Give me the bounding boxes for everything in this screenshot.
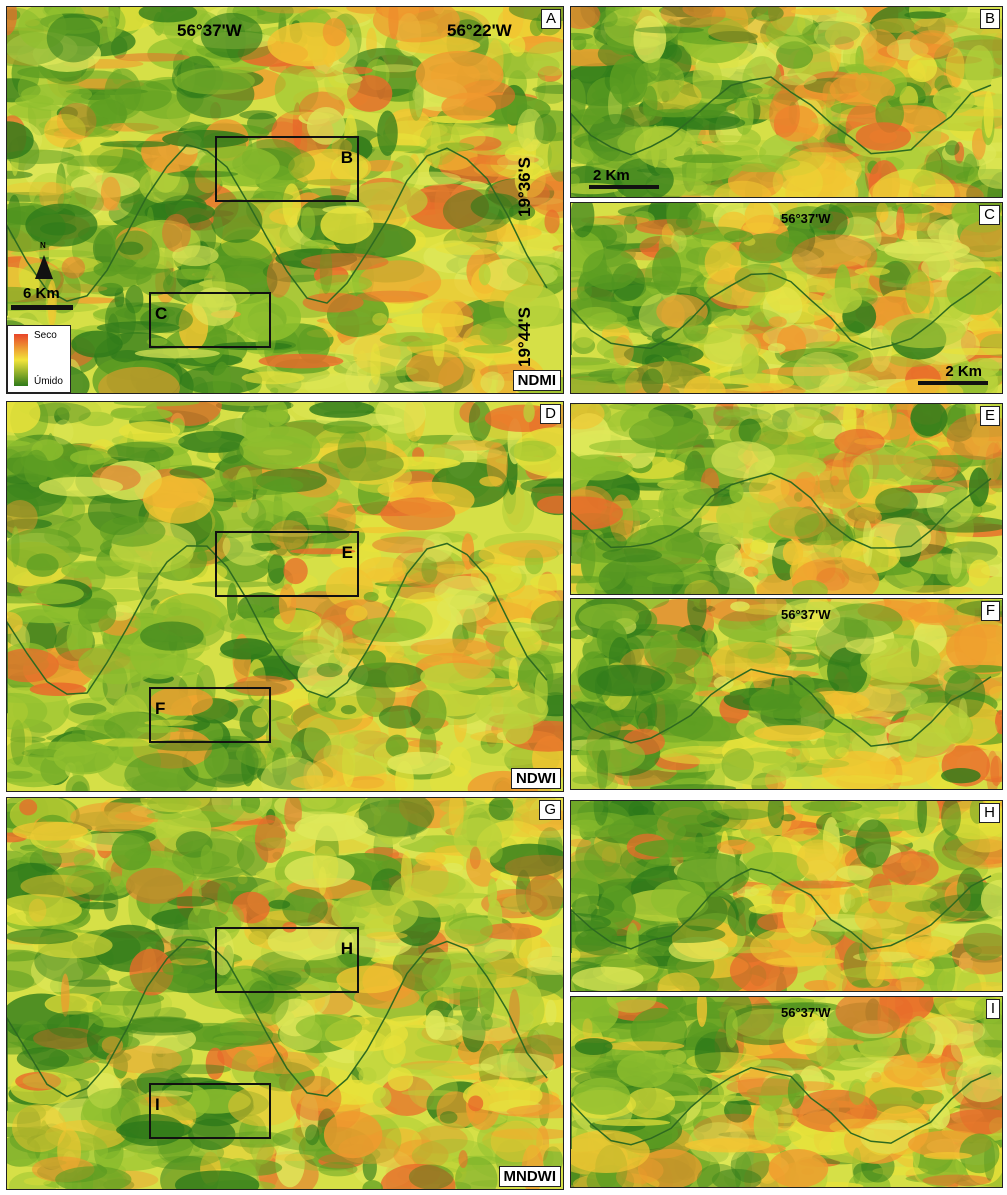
map-panel: D NDWI E F: [6, 401, 564, 792]
panel-letter: F: [980, 601, 1000, 621]
index-label: NDMI: [512, 370, 561, 391]
zoom-panel: C 56°37'W 2 Km: [570, 202, 1003, 394]
zoom-box-label: C: [155, 304, 168, 323]
map-panel: A NDMI B C 56°37'W 56°22'W 19°36'S 19°44'S N 6 Km…: [6, 6, 564, 394]
lon-label: 56°37'W: [781, 607, 831, 622]
imagery: [571, 801, 1002, 991]
legend-ramp: [14, 334, 28, 386]
zoom-panel: I 56°37'W: [570, 996, 1003, 1188]
panel-letter: H: [979, 803, 1000, 823]
north-label: N: [40, 241, 46, 250]
zoom-box-label: E: [341, 543, 353, 562]
zoom-panel: F 56°37'W: [570, 598, 1003, 790]
zoom-box-label: B: [340, 148, 353, 167]
imagery: [7, 798, 563, 1189]
zoom-box: F: [149, 687, 271, 743]
map-panel: G MNDWI H I: [6, 797, 564, 1190]
imagery: [571, 203, 1002, 393]
zoom-box: C: [149, 292, 271, 348]
panel-letter: C: [979, 205, 1000, 225]
scale-text: 6 Km: [23, 285, 60, 302]
scale-bar: [11, 305, 73, 310]
panel-letter: E: [979, 406, 1000, 426]
zoom-box: I: [149, 1083, 271, 1139]
lon-label: 56°37'W: [781, 1005, 831, 1020]
scale-bar: [918, 381, 988, 385]
zoom-panel: E: [570, 403, 1003, 595]
panel-letter: G: [539, 800, 561, 820]
lat-label: 19°36'S: [515, 157, 534, 217]
lat-label: 19°44'S: [515, 307, 534, 367]
legend-low: Úmido: [34, 376, 63, 387]
zoom-panel: H: [570, 800, 1003, 992]
panel-letter: I: [985, 999, 1000, 1019]
zoom-box: H: [215, 927, 359, 993]
north-arrow: [35, 255, 53, 279]
index-label: NDWI: [511, 768, 561, 789]
zoom-box-label: F: [155, 699, 166, 718]
lon-label: 56°37'W: [177, 21, 242, 40]
zoom-box: E: [215, 531, 359, 597]
zoom-panel: B 2 Km: [570, 6, 1003, 198]
index-label: MNDWI: [498, 1166, 561, 1187]
imagery: [571, 599, 1002, 789]
imagery: [571, 404, 1002, 594]
scale-text: 2 Km: [593, 167, 630, 184]
zoom-box-label: H: [340, 939, 353, 958]
panel-letter: B: [979, 9, 1000, 29]
imagery: [571, 997, 1002, 1187]
zoom-box: B: [215, 136, 359, 202]
lon-label: 56°22'W: [447, 21, 512, 40]
lon-label: 56°37'W: [781, 211, 831, 226]
imagery: [571, 7, 1002, 197]
zoom-box-label: I: [155, 1095, 160, 1114]
legend: Seco Úmido: [7, 325, 71, 393]
scale-bar: [589, 185, 659, 189]
panel-letter: D: [540, 404, 561, 424]
panel-letter: A: [540, 9, 561, 29]
legend-high: Seco: [34, 330, 57, 341]
scale-text: 2 Km: [945, 363, 982, 380]
imagery: [7, 7, 563, 393]
